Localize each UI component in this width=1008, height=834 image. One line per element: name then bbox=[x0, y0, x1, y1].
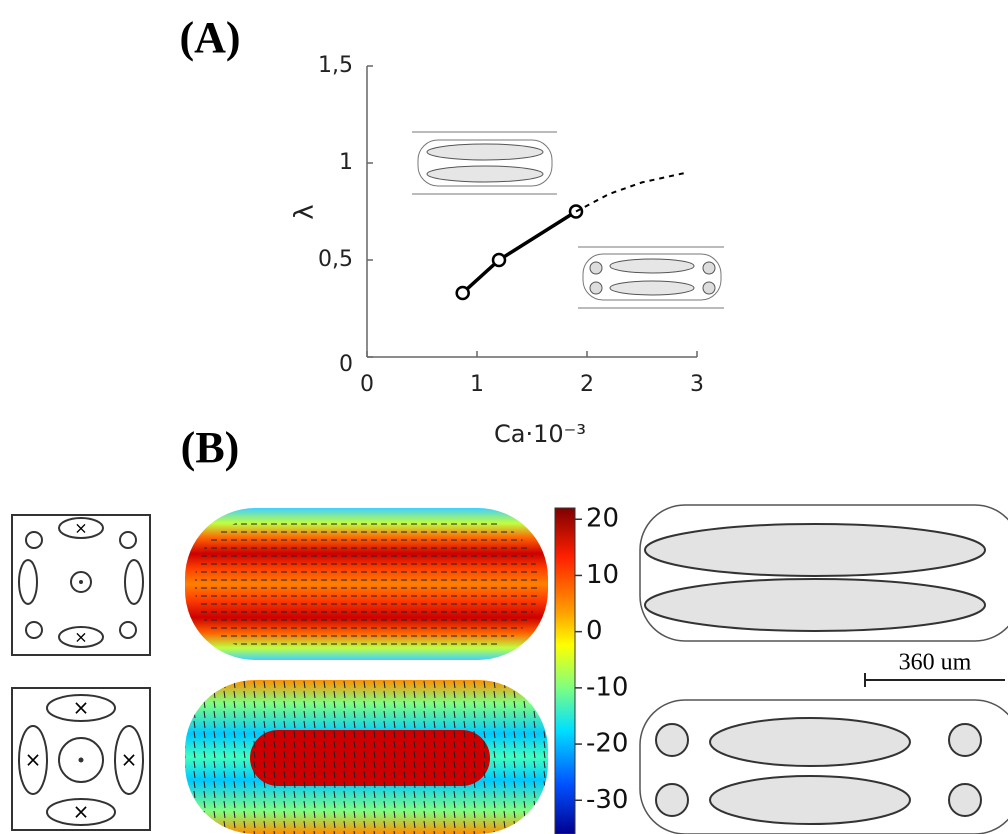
plot: Ca·10⁻³ λ 0 0,5 1 1,5 0 1 2 3 bbox=[290, 53, 724, 448]
colorbar-tick-label: 20 bbox=[586, 504, 619, 534]
data-point bbox=[455, 285, 470, 301]
data-point bbox=[491, 252, 507, 268]
cross-section: ×× bbox=[11, 514, 151, 656]
y-tick-label: 0,5 bbox=[318, 247, 353, 272]
y-axis-label: λ bbox=[290, 204, 320, 219]
svg-text:×: × bbox=[74, 628, 87, 647]
y-tick-label: 1 bbox=[339, 150, 353, 175]
svg-text:×: × bbox=[73, 800, 90, 824]
x-tick-label: 1 bbox=[470, 372, 484, 397]
colorbar-tick-label: 0 bbox=[586, 616, 603, 646]
svg-text:×: × bbox=[74, 519, 87, 538]
x-tick-label: 3 bbox=[690, 372, 704, 397]
panel-label: (B) bbox=[181, 423, 240, 472]
svg-text:×: × bbox=[121, 748, 138, 772]
scale-bar-label: 360 um bbox=[899, 650, 972, 676]
y-tick-label: 0 bbox=[339, 352, 353, 377]
inset-diagram bbox=[578, 246, 724, 309]
svg-text:×: × bbox=[73, 696, 90, 720]
heatmap bbox=[185, 508, 548, 660]
flow-diagram bbox=[639, 504, 1008, 642]
heatmap bbox=[185, 680, 548, 834]
flow-diagram bbox=[639, 699, 1008, 834]
svg-text:×: × bbox=[25, 748, 42, 772]
y-tick-label: 1,5 bbox=[318, 53, 353, 78]
colorbar-tick-label: -30 bbox=[586, 785, 628, 815]
x-tick-label: 0 bbox=[360, 372, 374, 397]
data-line bbox=[461, 210, 577, 295]
scale-bar: 360 um bbox=[864, 650, 1005, 687]
colorbar-tick-label: -20 bbox=[586, 729, 628, 759]
data-line bbox=[575, 171, 687, 213]
colorbar-tick-label: -10 bbox=[586, 672, 628, 702]
x-tick-label: 2 bbox=[580, 372, 594, 397]
inset-diagram bbox=[412, 131, 557, 195]
colorbar-tick-label: 10 bbox=[586, 560, 619, 590]
colorbar: 20 10 0 -10 -20 -30 bbox=[554, 504, 628, 834]
cross-section: × × × × bbox=[11, 687, 151, 831]
x-axis-label: Ca·10⁻³ bbox=[494, 420, 586, 448]
panel-label: (A) bbox=[179, 13, 240, 62]
